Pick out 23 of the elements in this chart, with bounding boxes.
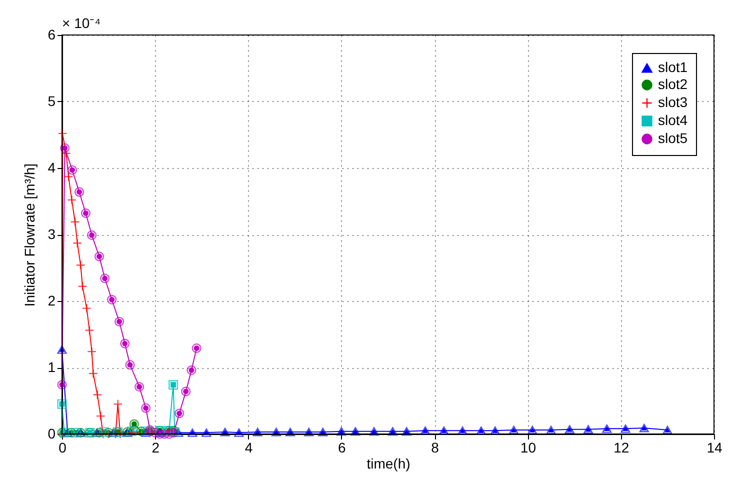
legend-label: slot1 [658, 59, 688, 75]
x-tick-label: 14 [706, 440, 722, 456]
x-tick-label: 6 [338, 440, 346, 456]
y-tick-label: 2 [48, 292, 56, 308]
y-axis-title: Initiator Flowrate [m³/h] [22, 163, 38, 307]
y-tick-label: 6 [48, 26, 56, 42]
x-tick-label: 0 [58, 440, 67, 456]
x-tick-label: 8 [431, 440, 440, 456]
legend-label: slot2 [658, 76, 688, 92]
y-tick-label: 4 [48, 160, 56, 176]
x-tick-label: 4 [244, 440, 253, 456]
y-tick-label: 0 [48, 426, 56, 442]
legend-label: slot5 [658, 130, 688, 146]
legend-label: slot4 [658, 112, 688, 128]
x-axis-title: time(h) [366, 456, 410, 472]
x-tick-label: 12 [614, 440, 630, 456]
text: × 10⁻⁴ [62, 15, 101, 31]
x-tick-label: 10 [520, 440, 536, 456]
legend-label: slot3 [658, 94, 688, 110]
y-tick-label: 5 [48, 93, 56, 109]
y-tick-label: 1 [48, 359, 56, 375]
x-tick-label: 2 [152, 440, 160, 456]
y-tick-label: 3 [48, 226, 56, 242]
